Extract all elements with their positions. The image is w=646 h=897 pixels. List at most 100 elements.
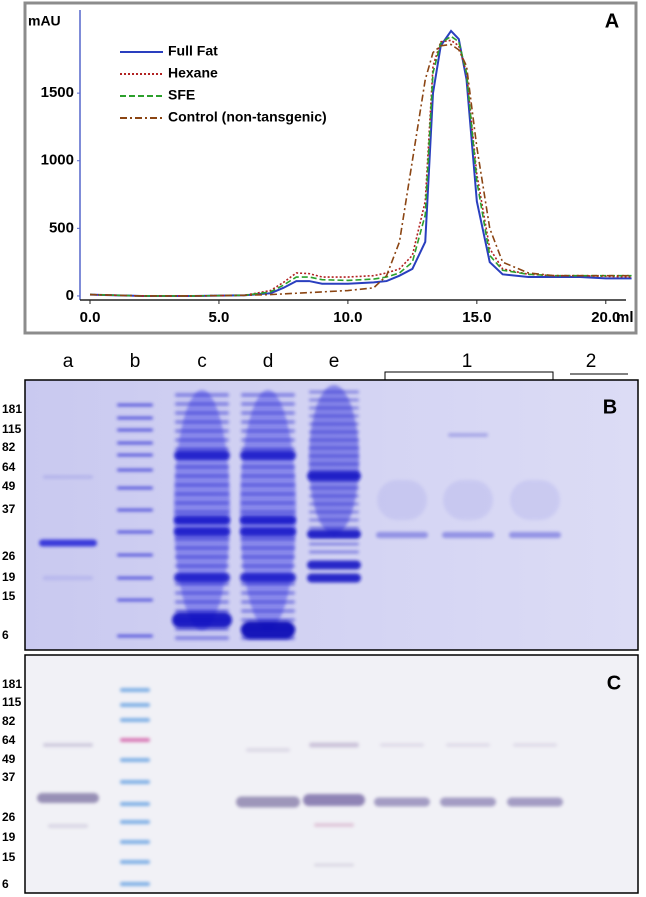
gel-band [377,480,427,520]
lane-label: 2 [586,351,597,372]
gel-band [241,600,295,604]
gel-band [241,429,295,433]
x-axis-label: ml [616,309,634,326]
gel-band [175,420,229,424]
gel-band [374,797,430,807]
gel-band [241,537,295,541]
gel-band [175,411,229,415]
marker-label: 15 [2,589,16,603]
panel-label: B [603,396,617,418]
gel-band [43,743,93,747]
marker-label: 181 [2,402,22,416]
gel-band [513,743,557,747]
marker-label: 49 [2,752,16,766]
gel-band [120,820,150,824]
gel-band [120,860,150,864]
gel-band [117,453,153,457]
gel-band [241,609,295,613]
gel-band [509,532,561,538]
gel-band [117,553,153,557]
gel-band [240,515,296,525]
y-tick-label: 500 [49,219,74,236]
legend-label: Hexane [168,65,218,81]
y-axis-label: mAU [28,13,61,29]
gel-band [174,527,230,537]
marker-label: 19 [2,830,16,844]
gel-band [309,430,359,434]
marker-label: 115 [2,695,22,709]
data-line [89,39,632,297]
gel-band [446,743,490,747]
lane-label: a [63,351,74,372]
gel-band [117,416,153,420]
gel-band [120,758,150,762]
gel-band [175,537,229,541]
gel-band [309,422,359,426]
marker-label: 37 [2,770,16,784]
data-line [89,35,632,297]
gel-band [241,402,295,406]
gel-band [117,508,153,512]
gel-band [39,539,97,547]
gel-band [240,573,296,583]
gel-band [510,480,560,520]
gel-band [240,527,296,537]
gel-band [241,492,295,496]
gel-band [443,480,493,520]
legend-label: Control (non-tansgenic) [168,109,327,125]
gel-band [309,462,359,466]
marker-label: 82 [2,714,16,728]
lane-label: b [130,351,141,372]
gel-c [24,654,639,894]
gel-band [117,441,153,445]
gel-band [241,393,295,397]
gel-band [174,515,230,525]
lane-label: e [329,351,340,372]
gel-band [117,468,153,472]
gel-band [175,483,229,487]
gel-band [241,465,295,469]
data-line [89,29,632,297]
marker-label: 6 [2,877,9,891]
marker-label: 64 [2,460,16,474]
gel-band [175,492,229,496]
gel-band [309,526,359,530]
gel-band [241,447,295,451]
marker-label: 26 [2,810,16,824]
gel-band [175,600,229,604]
gel-band [309,414,359,418]
gel-band [376,532,428,538]
gel-band [117,598,153,602]
x-tick-label: 10.0 [333,309,362,326]
gel-band [307,573,361,583]
gel-band [309,542,359,546]
gel-band [175,429,229,433]
gel-band [175,501,229,505]
gel-band [241,474,295,478]
gel-band [37,793,99,803]
gel-band [120,882,150,886]
gel-band [309,494,359,498]
gel-band [240,450,296,460]
gel-band [241,621,295,639]
gel-band [43,475,93,479]
gel-band [120,780,150,784]
gel-band [120,738,150,742]
gel-band [117,576,153,580]
gel-band [307,560,361,570]
gel-band [241,582,295,586]
y-tick-label: 1500 [41,84,74,101]
gel-band [172,612,232,628]
marker-label: 181 [2,677,22,691]
gel-band [241,483,295,487]
gel-band [117,403,153,407]
gel-band [303,794,365,806]
gel-band [236,796,300,808]
marker-label: 15 [2,850,16,864]
gel-band [120,802,150,806]
gel-band [309,510,359,514]
gel-band [175,591,229,595]
gel-band [309,438,359,442]
legend-label: Full Fat [168,43,218,59]
